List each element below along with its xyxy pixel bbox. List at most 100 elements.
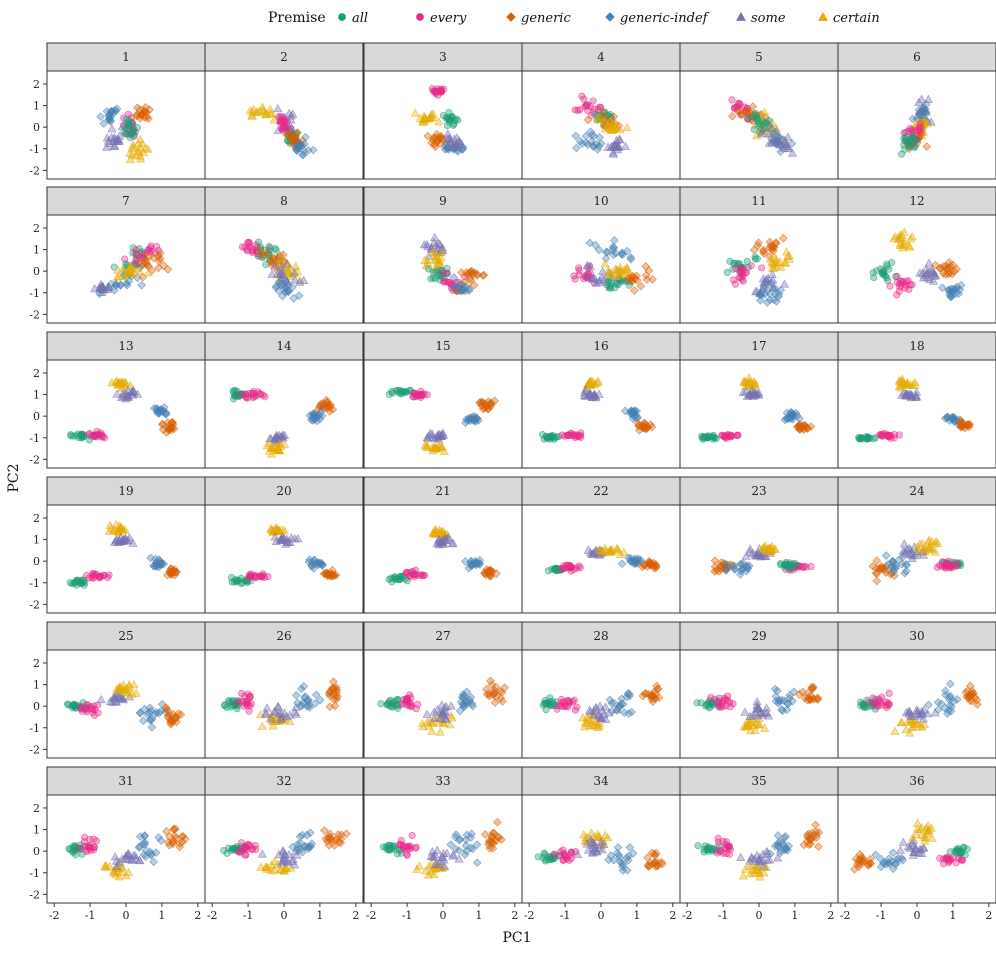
x-tick-label: 1 bbox=[158, 909, 165, 922]
point-generic bbox=[812, 694, 822, 704]
point-some bbox=[278, 433, 288, 442]
point-every bbox=[94, 709, 102, 717]
point-generic bbox=[875, 564, 885, 574]
point-generic-indef bbox=[765, 849, 775, 859]
panel-strip-label: 19 bbox=[118, 484, 133, 498]
point-generic-indef bbox=[902, 560, 912, 570]
point-all bbox=[388, 389, 397, 397]
point-all bbox=[71, 851, 80, 859]
legend-label-every: every bbox=[430, 11, 467, 26]
point-generic bbox=[647, 848, 657, 858]
point-generic bbox=[973, 700, 982, 709]
point-every bbox=[410, 570, 418, 578]
point-generic-indef bbox=[572, 143, 581, 153]
point-generic bbox=[653, 684, 663, 694]
point-generic bbox=[647, 691, 657, 700]
point-some bbox=[446, 701, 456, 710]
panel-strip-label: 11 bbox=[751, 194, 766, 208]
point-generic bbox=[325, 829, 335, 839]
point-all bbox=[68, 702, 76, 710]
point-some bbox=[573, 849, 583, 859]
point-generic bbox=[167, 567, 177, 577]
point-every bbox=[728, 96, 736, 104]
point-generic-indef bbox=[154, 833, 163, 842]
point-generic-indef bbox=[871, 850, 880, 860]
point-every bbox=[105, 571, 113, 579]
panel-7: 7 -2 -1 0 1 2 bbox=[29, 186, 206, 324]
panel-strip-label: 25 bbox=[118, 629, 133, 643]
x-tick-label: 0 bbox=[123, 909, 130, 922]
point-generic bbox=[177, 832, 187, 841]
point-generic-indef bbox=[774, 292, 783, 302]
point-all bbox=[541, 697, 549, 705]
point-generic-indef bbox=[287, 283, 297, 292]
point-some bbox=[429, 707, 439, 716]
point-generic-indef bbox=[295, 701, 305, 711]
point-generic bbox=[922, 142, 932, 151]
point-certain bbox=[124, 867, 134, 877]
point-every bbox=[256, 572, 264, 580]
point-every bbox=[882, 698, 890, 706]
y-tick-label: 0 bbox=[33, 121, 40, 134]
point-certain bbox=[914, 545, 924, 555]
point-some bbox=[107, 124, 117, 133]
point-generic-indef bbox=[781, 845, 791, 854]
point-generic-indef bbox=[767, 278, 776, 288]
point-generic-indef bbox=[291, 690, 301, 700]
point-generic-indef bbox=[157, 559, 166, 568]
panel-strip bbox=[363, 621, 523, 651]
point-some bbox=[427, 847, 438, 856]
panel-strip-label: 26 bbox=[276, 629, 291, 643]
point-every bbox=[567, 429, 575, 437]
point-generic-indef bbox=[459, 702, 468, 711]
point-generic-indef bbox=[104, 111, 114, 121]
point-generic-indef bbox=[881, 551, 891, 560]
point-generic bbox=[497, 835, 506, 845]
point-certain bbox=[600, 124, 610, 133]
point-certain bbox=[594, 112, 604, 121]
point-generic-indef bbox=[106, 279, 116, 289]
panel-16: 16 bbox=[521, 331, 681, 469]
point-some bbox=[128, 538, 138, 547]
point-generic-indef bbox=[147, 722, 157, 732]
point-certain bbox=[131, 151, 141, 160]
point-generic-indef bbox=[625, 843, 635, 852]
point-every bbox=[733, 432, 741, 440]
panel-13: 13 -2 -1 0 1 2 bbox=[29, 331, 206, 469]
point-certain bbox=[111, 519, 121, 528]
point-some bbox=[929, 268, 939, 278]
point-generic-indef bbox=[755, 295, 765, 305]
point-all bbox=[909, 142, 917, 150]
panel-strip bbox=[204, 621, 364, 651]
legend-label-generic: generic bbox=[521, 11, 571, 26]
point-generic-indef bbox=[765, 295, 775, 305]
point-certain bbox=[119, 271, 130, 280]
point-generic-indef bbox=[595, 132, 604, 142]
point-all bbox=[394, 388, 402, 396]
panel-strip bbox=[837, 331, 996, 361]
point-every bbox=[575, 271, 583, 279]
point-all bbox=[963, 845, 971, 853]
point-certain bbox=[105, 520, 115, 529]
point-some bbox=[580, 387, 590, 397]
point-certain bbox=[751, 718, 762, 727]
panel-23: 23 bbox=[679, 476, 839, 614]
point-generic bbox=[467, 266, 477, 276]
point-every bbox=[83, 705, 91, 713]
point-generic-indef bbox=[626, 253, 636, 262]
point-certain bbox=[113, 526, 123, 535]
panel-1: 1 -2 -1 0 1 2 bbox=[29, 42, 206, 180]
panel-29: 29 bbox=[679, 621, 839, 759]
point-some bbox=[599, 274, 609, 284]
panel-3: 3 bbox=[363, 42, 523, 180]
point-every bbox=[952, 562, 960, 570]
legend-item-some: some bbox=[736, 11, 786, 26]
point-certain bbox=[910, 380, 920, 389]
point-every bbox=[883, 703, 891, 712]
point-generic-indef bbox=[955, 285, 965, 294]
point-certain bbox=[424, 721, 434, 730]
x-tick-label: -2 bbox=[840, 909, 851, 922]
point-every bbox=[707, 694, 715, 702]
point-certain bbox=[600, 830, 610, 839]
